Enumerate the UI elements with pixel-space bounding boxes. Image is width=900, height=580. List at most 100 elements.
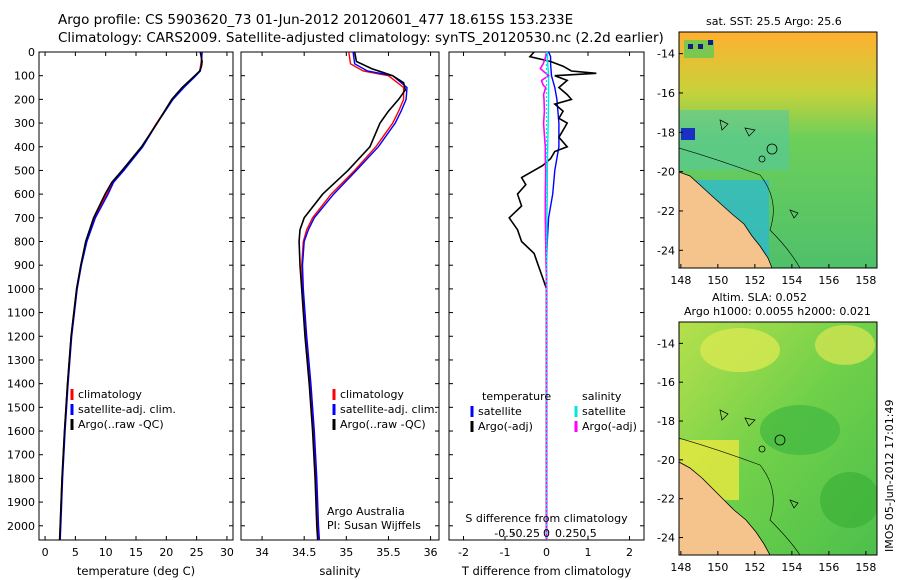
sla-map-xtick-label: 158	[855, 561, 876, 574]
depth-tick-label: 2000	[7, 520, 35, 533]
depth-tick-label: 300	[14, 117, 35, 130]
depth-tick-label: 1500	[7, 401, 35, 414]
sst-cool-patch	[679, 110, 789, 170]
temperature-xlabel: temperature (deg C)	[77, 564, 195, 578]
sst-dark-pixel	[708, 40, 713, 45]
sst-reefs	[719, 119, 799, 219]
depth-tick-label: 1700	[7, 449, 35, 462]
depth-tick-label: 600	[14, 188, 35, 201]
salinity-series-climatology	[300, 51, 405, 541]
temperature-xtick-label: 10	[99, 546, 113, 559]
difference-xtick-label: -2	[458, 546, 469, 559]
depth-tick-label: 900	[14, 259, 35, 272]
sst-map-ytick-label: -24	[657, 244, 675, 257]
depth-tick-label: 1200	[7, 330, 35, 343]
annotation-line: PI: Susan Wijffels	[327, 519, 421, 532]
sla-map-subtitle: Argo h1000: 0.0055 h2000: 0.021	[684, 305, 871, 318]
salinity-series-argo	[298, 51, 407, 541]
sla-high-patch	[700, 328, 780, 372]
depth-tick-label: 700	[14, 212, 35, 225]
sst-map-xtick-label: 154	[781, 274, 802, 287]
sla-high-patch	[815, 325, 875, 365]
sla-map-xtick-label: 154	[781, 561, 802, 574]
depth-tick-label: 1300	[7, 354, 35, 367]
sst-map-axes: 148 150 152 154 156 158 -14 -16 -18 -20 -22 -24	[657, 48, 876, 287]
depth-tick-label: 1000	[7, 283, 35, 296]
temperature-xtick-label: 0	[42, 546, 49, 559]
sst-shelf-contour	[679, 147, 801, 268]
salinity-series-satellite	[301, 51, 408, 541]
legend-label-s: satellite	[582, 405, 626, 418]
sla-map-ytick-label: -18	[657, 415, 675, 428]
temperature-xtick-label: 30	[220, 546, 234, 559]
depth-tick-label: 800	[14, 236, 35, 249]
temperature-series-satellite	[59, 51, 203, 541]
s-axis-tick-label: 0.5	[579, 527, 597, 540]
sst-map-xtick-label: 156	[818, 274, 839, 287]
difference-panel: -2 -1 0 1 2 T difference from climatology -0.5…	[448, 51, 645, 578]
sst-map-ytick-label: -22	[657, 205, 675, 218]
sla-map-ytick-label: -16	[657, 376, 675, 389]
figure-title-line2: Climatology: CARS2009. Satellite-adjuste…	[58, 30, 664, 46]
sla-land-australia	[679, 461, 771, 555]
depth-tick-label: 100	[14, 70, 35, 83]
watermark-text: IMOS 05-Jun-2012 17:01:49	[883, 399, 896, 552]
legend-label-t: satellite	[478, 405, 522, 418]
depth-tick-label: 1600	[7, 425, 35, 438]
legend-label: Argo(..raw -QC)	[340, 418, 426, 431]
legend-label-s: Argo(-adj)	[582, 420, 637, 433]
legend-label: climatology	[78, 388, 142, 401]
annotation-line: Argo Australia	[327, 505, 405, 518]
sst-dark-pixel	[698, 44, 703, 49]
difference-xtick-label: 2	[626, 546, 633, 559]
sla-map-xtick-label: 152	[744, 561, 765, 574]
sst-map: 148 150 152 154 156 158 -14 -16 -18 -20 -22 -24	[657, 31, 878, 287]
temperature-xtick-label: 5	[72, 546, 79, 559]
temperature-xtick-label: 20	[159, 546, 173, 559]
salinity-panel: 34 34.5 35 35.5 36 salinity climatology satelli…	[240, 51, 440, 578]
argo-position-marker	[774, 434, 786, 446]
sla-map-xtick-label: 156	[818, 561, 839, 574]
difference-xtick-label: 1	[584, 546, 591, 559]
salinity-xtick-label: 35	[339, 546, 353, 559]
sla-low-patch	[760, 405, 840, 455]
salinity-xtick-label: 36	[424, 546, 438, 559]
salinity-xtick-label: 35.5	[376, 546, 401, 559]
legend-label: Argo(..raw -QC)	[78, 418, 164, 431]
difference-xtick-label: 0	[543, 546, 550, 559]
sst-map-xtick-label: 148	[670, 274, 691, 287]
sla-reefs	[719, 409, 799, 509]
sla-map-xtick-label: 150	[707, 561, 728, 574]
sst-map-ytick-label: -14	[657, 48, 675, 61]
sst-map-title: sat. SST: 25.5 Argo: 25.6	[706, 15, 842, 28]
sst-cold-pixels	[681, 128, 695, 140]
s-axis-tick-label: 0.25	[555, 527, 580, 540]
depth-tick-label: 0	[28, 46, 35, 59]
salinity-xlabel: salinity	[319, 564, 360, 578]
sla-map-xtick-label: 148	[670, 561, 691, 574]
sla-map-frame	[678, 321, 878, 556]
sla-low-patch	[820, 472, 877, 528]
difference-series-salinity-argo	[539, 51, 550, 540]
legend-label: satellite-adj. clim.	[340, 403, 438, 416]
s-axis-label: S difference from climatology	[465, 512, 628, 525]
depth-tick-label: 500	[14, 164, 35, 177]
legend-label-t: Argo(-adj)	[478, 420, 533, 433]
sla-map-title: Altim. SLA: 0.052	[712, 291, 807, 304]
sst-map-ytick-label: -18	[657, 126, 675, 139]
depth-tick-label: 1800	[7, 472, 35, 485]
depth-tick-label: 1900	[7, 496, 35, 509]
temperature-xtick-label: 25	[190, 546, 204, 559]
sst-map-xtick-label: 150	[707, 274, 728, 287]
depth-tick-label: 200	[14, 93, 35, 106]
salinity-axes-frame	[240, 51, 440, 541]
depth-tick-label: 1100	[7, 307, 35, 320]
temperature-axes-frame	[38, 51, 234, 541]
s-axis-tick-label: -0.25	[512, 527, 540, 540]
s-axis-tick-label: -0.5	[494, 527, 515, 540]
temperature-series-climatology	[58, 51, 203, 541]
salinity-xtick-label: 34.5	[292, 546, 317, 559]
sla-map-ytick-label: -22	[657, 493, 675, 506]
s-axis-tick-label: 0	[543, 527, 550, 540]
